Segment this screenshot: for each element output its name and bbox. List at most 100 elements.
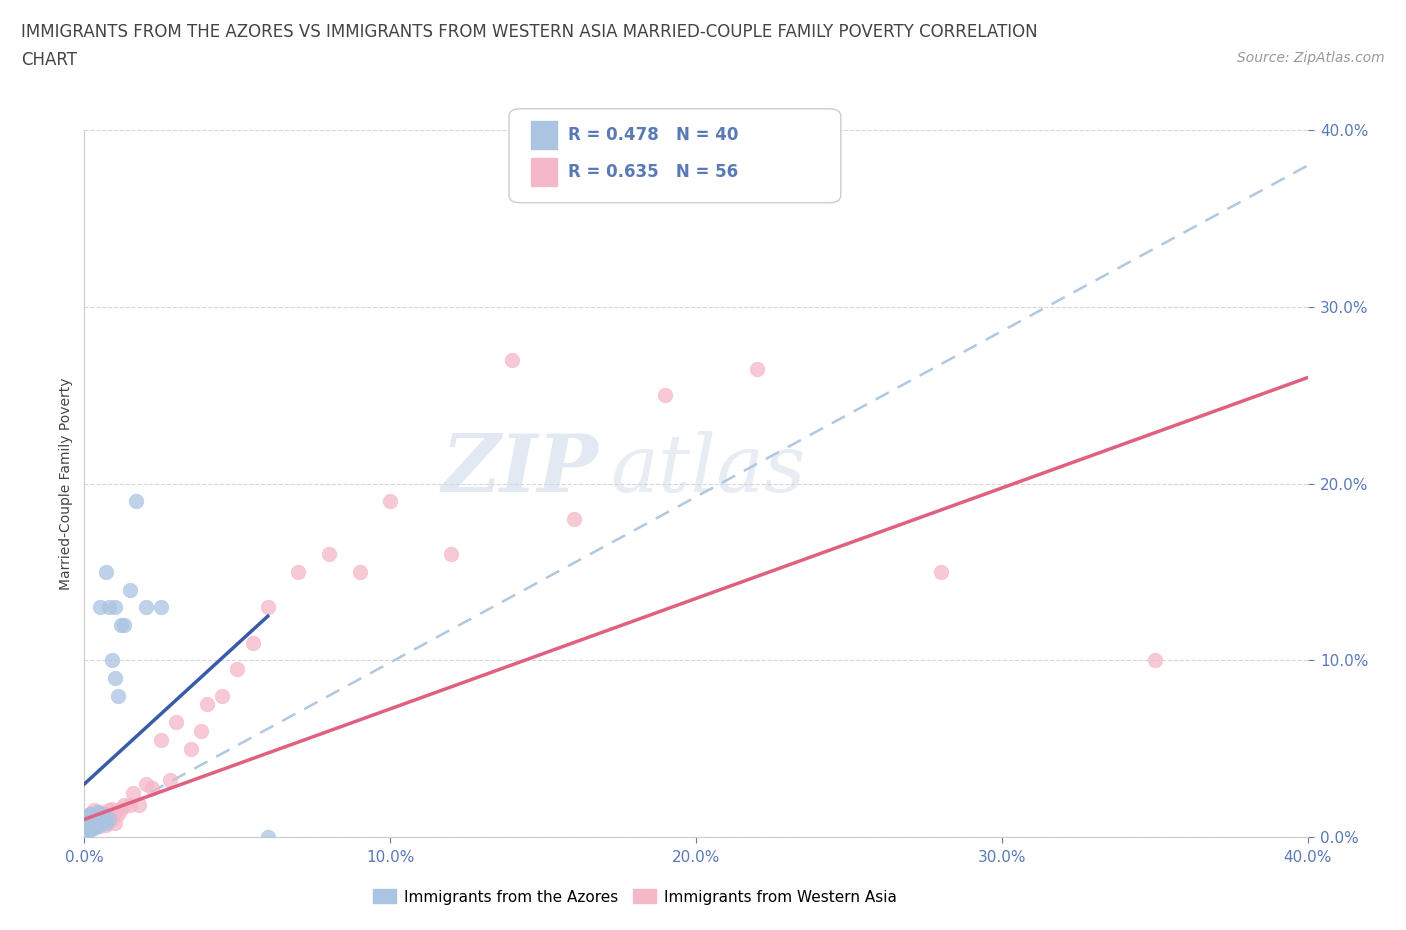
- Point: [94, 565, 117, 579]
- Point: [122, 785, 145, 800]
- Point: [211, 688, 233, 703]
- Point: [97, 803, 120, 818]
- Point: [159, 773, 181, 788]
- Point: [257, 600, 280, 615]
- Point: [76, 821, 98, 836]
- Point: [107, 806, 129, 821]
- Point: [83, 803, 105, 818]
- Text: atlas: atlas: [610, 431, 806, 508]
- Point: [242, 635, 264, 650]
- Point: [91, 808, 114, 823]
- Point: [149, 733, 172, 748]
- Point: [349, 565, 371, 579]
- Point: [89, 804, 111, 819]
- Point: [257, 830, 280, 844]
- Point: [76, 808, 98, 823]
- Text: R = 0.635   N = 56: R = 0.635 N = 56: [568, 163, 738, 181]
- Point: [112, 618, 135, 632]
- Point: [83, 817, 105, 832]
- Point: [79, 814, 101, 829]
- Point: [97, 814, 120, 829]
- Point: [76, 817, 98, 832]
- Point: [654, 388, 676, 403]
- Point: [91, 806, 114, 821]
- Point: [79, 821, 101, 836]
- Point: [929, 565, 952, 579]
- Point: [73, 821, 96, 836]
- Point: [135, 777, 157, 791]
- Point: [79, 806, 101, 821]
- Point: [562, 512, 585, 526]
- Point: [73, 808, 96, 823]
- Point: [89, 600, 111, 615]
- Point: [89, 810, 111, 825]
- Point: [165, 714, 187, 729]
- Point: [91, 814, 114, 829]
- Point: [86, 819, 108, 834]
- Point: [86, 812, 108, 827]
- Point: [73, 816, 96, 830]
- Point: [79, 819, 101, 834]
- Point: [76, 812, 98, 827]
- Point: [83, 814, 105, 829]
- Point: [73, 821, 96, 836]
- Point: [89, 816, 111, 830]
- Point: [104, 804, 127, 819]
- Point: [86, 804, 108, 819]
- Point: [141, 780, 163, 795]
- Point: [79, 806, 101, 821]
- Point: [135, 600, 157, 615]
- Point: [104, 600, 127, 615]
- Point: [83, 819, 105, 834]
- Point: [110, 802, 132, 817]
- Point: [86, 817, 108, 832]
- Point: [318, 547, 340, 562]
- Point: [226, 662, 249, 677]
- Point: [101, 653, 124, 668]
- Point: [79, 822, 101, 837]
- Point: [83, 812, 105, 827]
- Text: ZIP: ZIP: [441, 431, 598, 508]
- Point: [76, 824, 98, 839]
- Point: [83, 808, 105, 823]
- Point: [76, 822, 98, 837]
- Point: [104, 816, 127, 830]
- Point: [128, 798, 150, 813]
- Point: [83, 821, 105, 836]
- Legend: Immigrants from the Azores, Immigrants from Western Asia: Immigrants from the Azores, Immigrants f…: [367, 884, 903, 910]
- Point: [180, 741, 202, 756]
- Point: [73, 816, 96, 830]
- Point: [86, 810, 108, 825]
- Text: R = 0.478   N = 40: R = 0.478 N = 40: [568, 126, 738, 144]
- Point: [89, 814, 111, 829]
- Text: Source: ZipAtlas.com: Source: ZipAtlas.com: [1237, 51, 1385, 65]
- Point: [112, 798, 135, 813]
- Point: [110, 618, 132, 632]
- Point: [195, 698, 218, 712]
- Point: [120, 798, 142, 813]
- Text: IMMIGRANTS FROM THE AZORES VS IMMIGRANTS FROM WESTERN ASIA MARRIED-COUPLE FAMILY: IMMIGRANTS FROM THE AZORES VS IMMIGRANTS…: [21, 23, 1038, 41]
- Point: [101, 812, 124, 827]
- Point: [287, 565, 309, 579]
- Point: [76, 817, 98, 832]
- Point: [79, 816, 101, 830]
- Point: [97, 812, 120, 827]
- Point: [94, 806, 117, 821]
- Point: [120, 582, 142, 597]
- Point: [747, 361, 769, 376]
- Point: [440, 547, 463, 562]
- Text: CHART: CHART: [21, 51, 77, 69]
- Point: [97, 600, 120, 615]
- Point: [190, 724, 212, 738]
- Point: [380, 494, 402, 509]
- Point: [107, 688, 129, 703]
- Point: [89, 819, 111, 834]
- Point: [149, 600, 172, 615]
- Y-axis label: Married-Couple Family Poverty: Married-Couple Family Poverty: [59, 378, 73, 590]
- Point: [104, 671, 127, 685]
- Point: [91, 816, 114, 830]
- Point: [73, 812, 96, 827]
- Point: [94, 817, 117, 832]
- Point: [502, 352, 524, 367]
- Point: [101, 802, 124, 817]
